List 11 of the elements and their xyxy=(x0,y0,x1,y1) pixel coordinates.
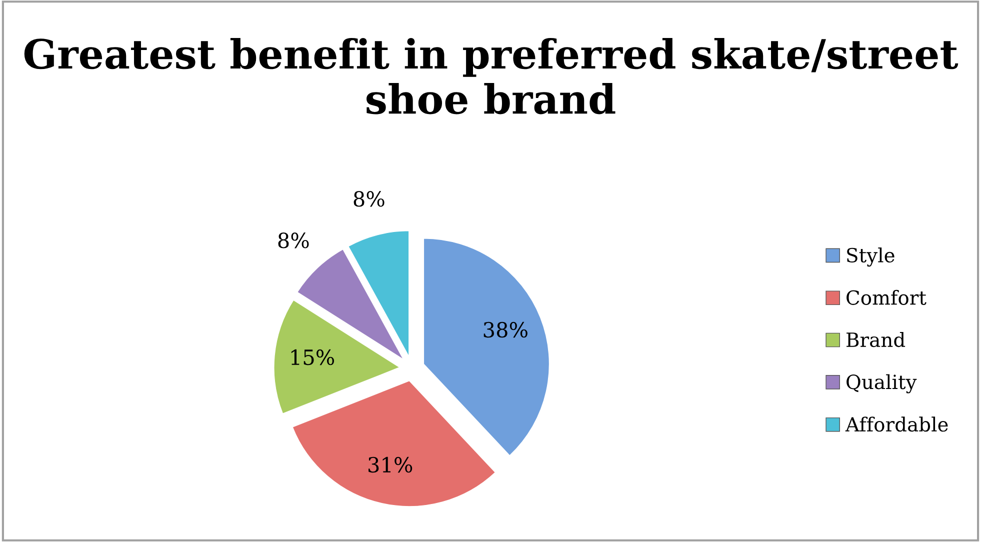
legend-label: Brand xyxy=(846,332,906,348)
data-label: 38% xyxy=(484,322,528,338)
legend-label: Quality xyxy=(846,374,917,394)
data-label: 8% xyxy=(354,191,384,207)
legend-label: Affordable xyxy=(845,416,948,432)
data-label: 31% xyxy=(368,456,412,473)
legend-label: Style xyxy=(847,247,894,267)
chart-title: Greatest benefit in preferred skate/street shoe brand xyxy=(24,38,958,114)
legend-label: Comfort xyxy=(846,290,926,305)
data-label: 8% xyxy=(278,232,309,248)
data-label: 15% xyxy=(291,349,334,366)
